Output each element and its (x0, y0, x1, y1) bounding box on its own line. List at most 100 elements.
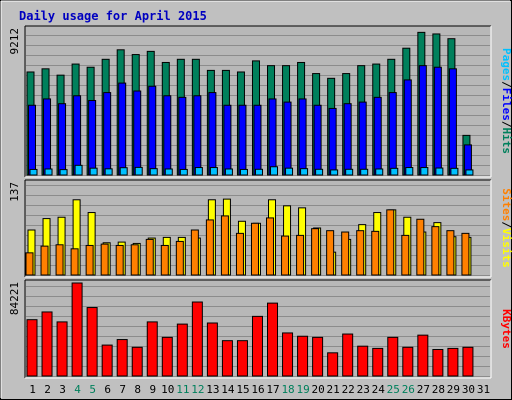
bar-kbytes-day-16 (251, 315, 263, 377)
bar-pages-day-16 (254, 168, 263, 176)
bar-sites-day-11 (175, 240, 184, 276)
x-tick-label-day-25: 25 (387, 383, 400, 396)
chart-title: Daily usage for April 2015 (19, 9, 207, 23)
bar-kbytes-day-26 (402, 346, 414, 377)
bar-pages-day-1 (29, 168, 38, 176)
bar-sites-day-4 (70, 248, 79, 276)
x-tick-label-day-16: 16 (251, 383, 264, 396)
x-tick-label-day-30: 30 (462, 383, 475, 396)
legend: Sites/Visits (500, 188, 512, 268)
bar-files-day-24 (373, 96, 382, 176)
bar-files-day-16 (253, 104, 262, 176)
bar-pages-day-24 (375, 168, 384, 176)
bar-sites-day-18 (281, 235, 290, 276)
x-tick-label-day-18: 18 (281, 383, 294, 396)
bar-sites-day-24 (371, 230, 380, 276)
bar-kbytes-day-12 (191, 301, 203, 377)
bar-pages-day-13 (209, 167, 218, 176)
legend-entry: Sites (500, 188, 512, 221)
legend-entry: KBytes (500, 309, 512, 349)
bar-pages-day-25 (390, 167, 399, 176)
bar-files-day-26 (403, 79, 412, 176)
bar-files-day-8 (133, 90, 142, 176)
x-tick-label-day-23: 23 (357, 383, 370, 396)
y-axis-max-label: 9212 (8, 28, 21, 55)
x-tick-label-day-15: 15 (236, 383, 249, 396)
bar-pages-day-2 (44, 168, 53, 176)
x-tick-label-day-4: 4 (74, 383, 81, 396)
bar-files-day-20 (313, 104, 322, 176)
x-tick-label-day-24: 24 (372, 383, 386, 396)
bar-kbytes-day-4 (71, 282, 83, 377)
bar-pages-day-21 (330, 169, 339, 176)
bar-pages-day-8 (134, 166, 143, 176)
bar-sites-day-14 (220, 215, 229, 276)
bar-sites-day-7 (115, 244, 124, 276)
bar-pages-day-30 (465, 169, 474, 176)
x-axis-day-labels: 1 2 3 4 5 6 7 8 9 10 11 12 13 14 15 16 17 18 19 20 21 22 23 24 2… (29, 383, 490, 396)
x-tick-label-day-13: 13 (206, 383, 219, 396)
bar-pages-day-28 (435, 167, 444, 176)
bar-kbytes-day-23 (357, 345, 369, 377)
panel-kbytes: 84221 KBytes (8, 279, 512, 379)
bar-kbytes-day-22 (342, 333, 354, 377)
bar-files-day-3 (58, 103, 67, 176)
bar-kbytes-day-3 (56, 321, 68, 377)
bar-kbytes-day-9 (146, 321, 158, 377)
x-tick-label-day-6: 6 (104, 383, 111, 396)
bar-kbytes-day-27 (417, 334, 429, 377)
bar-kbytes-day-15 (236, 340, 248, 377)
bar-sites-day-16 (250, 222, 259, 276)
bar-pages-day-3 (59, 169, 68, 176)
x-tick-label-day-31: 31 (477, 383, 490, 396)
bar-pages-day-9 (149, 168, 158, 176)
bar-pages-day-22 (345, 168, 354, 176)
bar-files-day-6 (103, 92, 112, 176)
bar-sites-day-30 (461, 232, 470, 276)
bar-files-day-29 (448, 68, 457, 176)
x-tick-label-day-12: 12 (191, 383, 204, 396)
panel-hits_files_pages: 9212 Pages/Files/Hits (8, 25, 512, 178)
bar-kbytes-day-29 (447, 347, 459, 377)
bar-pages-day-19 (300, 168, 309, 176)
bar-kbytes-day-13 (206, 322, 218, 377)
x-tick-label-day-11: 11 (176, 383, 189, 396)
bar-pages-day-27 (420, 167, 429, 176)
bar-pages-day-12 (194, 167, 203, 176)
bar-kbytes-day-10 (161, 336, 173, 377)
bar-files-day-25 (388, 92, 397, 176)
bar-sites-day-2 (40, 245, 49, 276)
bar-sites-day-17 (266, 217, 275, 276)
y-axis-max-label: 84221 (8, 282, 21, 315)
bar-pages-day-14 (224, 168, 233, 176)
panel-visits_sites: 137 Sites/Visits (8, 179, 512, 278)
bar-pages-day-26 (405, 167, 414, 176)
bar-kbytes-day-5 (86, 307, 98, 377)
bar-kbytes-day-17 (267, 302, 279, 377)
bar-files-day-5 (88, 100, 97, 176)
y-axis-max-label: 137 (8, 182, 21, 202)
x-tick-label-day-21: 21 (327, 383, 340, 396)
bar-sites-day-21 (326, 230, 335, 276)
x-tick-label-day-17: 17 (266, 383, 279, 396)
bar-files-day-18 (283, 101, 292, 176)
bar-sites-day-19 (296, 234, 305, 276)
bar-files-day-11 (178, 96, 187, 176)
bar-kbytes-day-8 (131, 346, 143, 377)
legend-entry: Visits (500, 228, 512, 268)
bar-files-day-21 (328, 107, 337, 176)
bar-sites-day-15 (235, 232, 244, 276)
bar-kbytes-day-11 (176, 323, 188, 377)
bar-files-day-2 (43, 98, 52, 176)
bar-files-day-27 (418, 65, 427, 176)
x-tick-label-day-29: 29 (447, 383, 460, 396)
x-tick-label-day-2: 2 (44, 383, 51, 396)
bar-kbytes-day-30 (462, 346, 474, 377)
legend: Pages/Files/Hits (500, 48, 512, 154)
legend-entry: Pages (500, 48, 512, 81)
bar-sites-day-6 (100, 243, 109, 276)
bar-pages-day-6 (104, 168, 113, 176)
bar-files-day-19 (298, 98, 307, 176)
bar-kbytes-day-1 (26, 319, 38, 377)
bar-files-day-22 (343, 103, 352, 176)
